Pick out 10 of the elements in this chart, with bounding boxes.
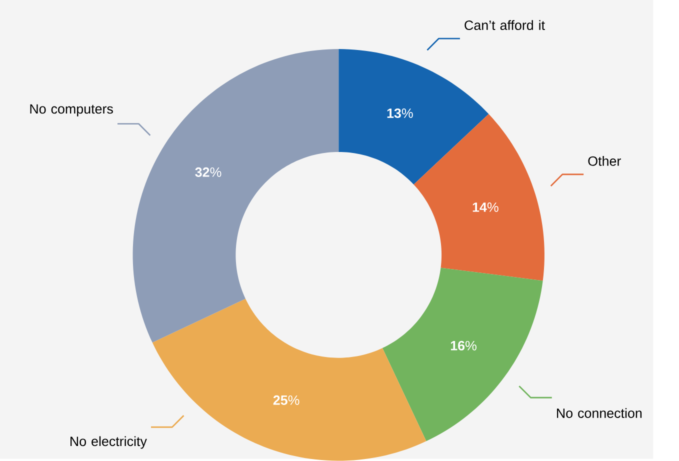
data-label: 14%: [472, 202, 498, 212]
slice-label: No computers: [30, 104, 113, 116]
slice-label: No connection: [557, 408, 642, 418]
slice-label: Other: [588, 156, 621, 166]
slice-label: Can’t afford it: [464, 20, 545, 30]
data-label: 25%: [273, 396, 300, 406]
data-label: 16%: [450, 341, 476, 351]
data-label: 13%: [387, 108, 413, 118]
slice-label: No electricity: [70, 436, 147, 449]
data-label: 32%: [195, 168, 222, 178]
